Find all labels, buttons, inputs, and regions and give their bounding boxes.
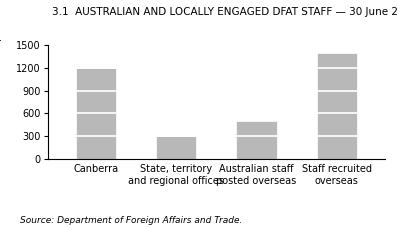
Bar — [76, 68, 116, 159]
Bar — [237, 121, 277, 159]
Text: Source: Department of Foreign Affairs and Trade.: Source: Department of Foreign Affairs an… — [20, 216, 242, 225]
Text: no.: no. — [0, 33, 2, 43]
Text: 3.1  AUSTRALIAN AND LOCALLY ENGAGED DFAT STAFF — 30 June 2005: 3.1 AUSTRALIAN AND LOCALLY ENGAGED DFAT … — [52, 7, 397, 17]
Bar — [317, 53, 357, 159]
Bar — [156, 136, 196, 159]
